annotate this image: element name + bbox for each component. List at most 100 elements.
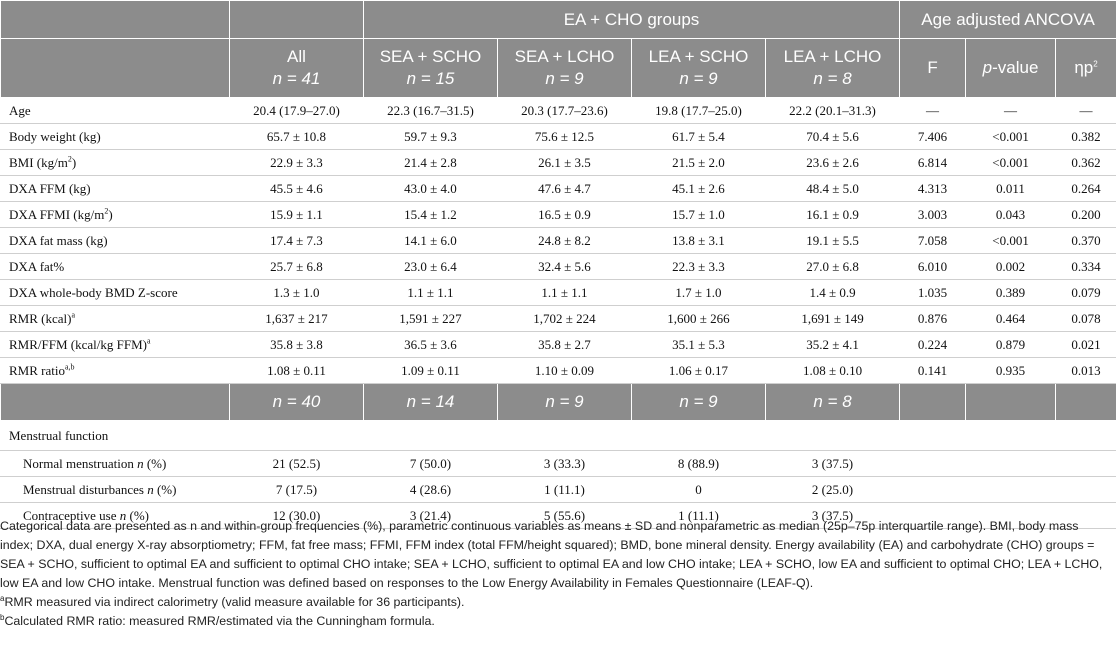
table-cell: 0 [631,476,766,503]
table-cell: 21.5 ± 2.0 [631,149,766,176]
table-cell: 1 (11.1) [497,476,632,503]
menstrual-row: Menstrual disturbances n (%) 7 (17.5) 4 (2… [0,476,1116,503]
table-cell: 3 (33.3) [497,450,632,477]
table-cell: 3 (21.4) [363,502,498,529]
table-cell: 22.3 ± 3.3 [631,253,766,280]
table-cell: 0.224 [899,331,967,358]
n-cell: n = 9 [497,383,632,421]
table-cell: 1 (11.1) [631,502,766,529]
table-cell: 1.7 ± 1.0 [631,279,766,306]
table-cell: 0.362 [1055,149,1116,176]
col-header-lea-scho: LEA + SCHO n = 9 [631,38,766,98]
table-cell: 6.814 [899,149,967,176]
table-cell: 21 (52.5) [229,450,364,477]
section-label: Menstrual function [0,420,1116,451]
table-cell: 15.9 ± 1.1 [229,201,364,228]
table-cell: 1.1 ± 1.1 [497,279,632,306]
footnote-a: aRMR measured via indirect calorimetry (… [0,593,465,609]
table-cell: 3 (37.5) [764,450,901,477]
menstrual-row: Contraceptive use n (%) 12 (30.0) 3 (21.4)… [0,502,1116,529]
table-row: RMR (kcal)a 1,637 ± 217 1,591 ± 227 1,702 ±… [0,305,1116,332]
row-label: RMR ratioa,b [0,357,230,384]
table-cell: 35.8 ± 3.8 [229,331,364,358]
table-row: DXA fat mass (kg) 17.4 ± 7.3 14.1 ± 6.0 24.… [0,227,1116,254]
table-cell: 1,691 ± 149 [764,305,901,332]
table-footnotes: Categorical data are presented as n and … [0,517,1112,631]
n-cell: n = 8 [764,383,901,421]
table-cell: 0.464 [965,305,1057,332]
table-cell: 23.0 ± 6.4 [363,253,498,280]
table-row: DXA fat% 25.7 ± 6.8 23.0 ± 6.4 32.4 ± 5.6 22… [0,253,1116,280]
menstrual-body: Normal menstruation n (%) 21 (52.5) 7 (50.… [0,450,1116,529]
table-cell: 59.7 ± 9.3 [363,123,498,150]
table-cell: 19.8 (17.7–25.0) [631,97,766,124]
table-cell: 0.043 [965,201,1057,228]
table-cell: 75.6 ± 12.5 [497,123,632,150]
table-cell: 12 (30.0) [229,502,364,529]
header-corner [0,0,230,39]
menstrual-row: Normal menstruation n (%) 21 (52.5) 7 (50.… [0,450,1116,477]
n-cell: n = 9 [631,383,766,421]
table-cell: 36.5 ± 3.6 [363,331,498,358]
table-cell: 27.0 ± 6.8 [764,253,901,280]
table-cell: — [1055,97,1116,124]
table-cell: 5 (55.6) [497,502,632,529]
table-cell: 0.935 [965,357,1057,384]
table-cell: 0.079 [1055,279,1116,306]
table-row: DXA FFMI (kg/m2) 15.9 ± 1.1 15.4 ± 1.2 16.5… [0,201,1116,228]
table-cell: <0.001 [965,227,1057,254]
footnote-b: bCalculated RMR ratio: measured RMR/esti… [0,612,435,628]
table-row: DXA FFM (kg) 45.5 ± 4.6 43.0 ± 4.0 47.6 ± 4… [0,175,1116,202]
n-row: n = 40 n = 14 n = 9 n = 9 n = 8 [0,383,1116,421]
table-cell: 0.370 [1055,227,1116,254]
row-label: RMR (kcal)a [0,305,230,332]
table-cell: 7.406 [899,123,967,150]
table-cell: 26.1 ± 3.5 [497,149,632,176]
table-cell: 70.4 ± 5.6 [764,123,901,150]
table-cell: 47.6 ± 4.7 [497,175,632,202]
table-cell: 15.7 ± 1.0 [631,201,766,228]
table-cell: 22.9 ± 3.3 [229,149,364,176]
table-row: Age 20.4 (17.9–27.0) 22.3 (16.7–31.5) 20.3 … [0,97,1116,124]
table-cell: 3 (37.5) [764,502,901,529]
table-cell: 8 (88.9) [631,450,766,477]
table-cell: 7.058 [899,227,967,254]
table-cell: 32.4 ± 5.6 [497,253,632,280]
table-cell: 0.013 [1055,357,1116,384]
table-cell: 14.1 ± 6.0 [363,227,498,254]
row-label: Normal menstruation n (%) [0,450,230,477]
table-cell: 1.08 ± 0.10 [764,357,901,384]
table-cell: <0.001 [965,149,1057,176]
row-label: DXA fat mass (kg) [0,227,230,254]
table-cell: 4 (28.6) [363,476,498,503]
n-cell: n = 14 [363,383,498,421]
ancova-header: Age adjusted ANCOVA [899,0,1116,39]
table-cell: 0.141 [899,357,967,384]
section-row: Menstrual function [0,420,1116,451]
table-cell: 19.1 ± 5.5 [764,227,901,254]
table-cell: 17.4 ± 7.3 [229,227,364,254]
table-cell: 1,591 ± 227 [363,305,498,332]
table-cell: 61.7 ± 5.4 [631,123,766,150]
row-label: DXA FFM (kg) [0,175,230,202]
table-cell: 20.4 (17.9–27.0) [229,97,364,124]
table-cell: 0.879 [965,331,1057,358]
table-cell: 1.06 ± 0.17 [631,357,766,384]
col-header-sea-scho: SEA + SCHO n = 15 [363,38,498,98]
col-header-p: p-value [965,38,1057,98]
table-cell: — [965,97,1057,124]
n-cell: n = 40 [229,383,364,421]
header-blank-all [229,0,364,39]
table-cell: 45.1 ± 2.6 [631,175,766,202]
row-label: DXA whole-body BMD Z-score [0,279,230,306]
table-cell: 7 (50.0) [363,450,498,477]
col-header-lea-lcho: LEA + LCHO n = 8 [764,38,901,98]
row-label: DXA FFMI (kg/m2) [0,201,230,228]
table-cell: 16.5 ± 0.9 [497,201,632,228]
table-cell: 0.264 [1055,175,1116,202]
col-header-all: All n = 41 [229,38,364,98]
table-cell: 0.078 [1055,305,1116,332]
table-cell: 2 (25.0) [764,476,901,503]
table-cell: 0.011 [965,175,1057,202]
table-cell: 1,600 ± 266 [631,305,766,332]
